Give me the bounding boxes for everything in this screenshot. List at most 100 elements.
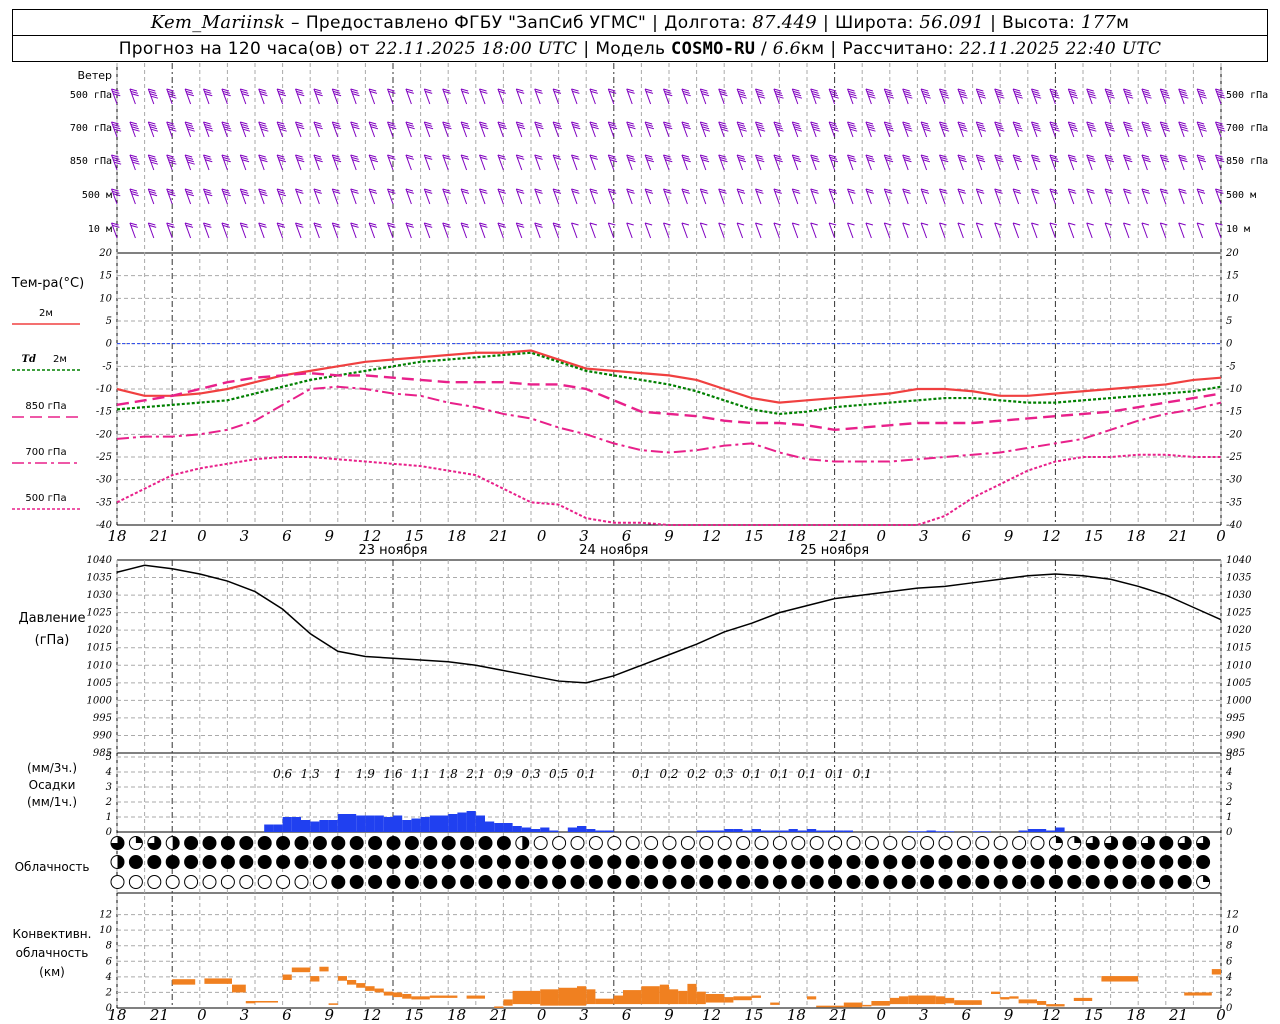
wind-barb-flag (736, 154, 745, 158)
wind-barb-flag (1106, 93, 1115, 97)
precip-bar (825, 830, 835, 832)
wind-barb-flag (958, 90, 966, 94)
wind-barb-flag (1142, 90, 1150, 94)
wind-barb-flag (333, 159, 342, 163)
wind-barb-flag (425, 126, 434, 130)
wind-barb-flag (388, 123, 396, 127)
time-tick-label-bottom: 0 (197, 1006, 207, 1024)
time-tick-label-bottom: 21 (828, 1006, 848, 1024)
wind-barb-flag (313, 88, 322, 92)
wind-barb-flag (1123, 154, 1131, 158)
wind-barb (479, 121, 486, 138)
wind-barb-flag (516, 188, 524, 192)
cloud-symbol (386, 836, 401, 850)
precip-bar (843, 830, 853, 832)
wind-barb-flag (681, 154, 690, 158)
wind-barb-flag (497, 154, 506, 158)
wind-barb-flag (332, 121, 340, 125)
time-tick-label: 12 (362, 527, 381, 545)
cloud-symbol (938, 855, 953, 869)
wind-barb-flag (957, 121, 966, 125)
wind-barb-flag (114, 161, 122, 165)
wind-barb-flag (663, 188, 671, 192)
wind-barb (1196, 222, 1204, 239)
conv-cloud-bar (678, 990, 688, 1005)
wind-barb (1178, 188, 1185, 205)
wind-barb-flag (389, 126, 397, 130)
wind-level-label-right: 700 гПа (1226, 123, 1268, 134)
temp-tick-label-right: 0 (1226, 339, 1233, 350)
cloud-symbol (607, 875, 622, 889)
cloud-symbol (441, 855, 456, 869)
cloud-symbol-fill (1055, 836, 1063, 843)
wind-barb-flag (552, 154, 561, 158)
cloud-symbol (404, 875, 419, 889)
wind-barb-flag (1143, 159, 1151, 163)
wind-barb-flag (350, 222, 358, 226)
wind-barb-flag (368, 121, 377, 125)
precip-bar (604, 830, 614, 832)
wind-barb-flag (1160, 88, 1168, 92)
wind-barb-flag (571, 121, 579, 125)
model-name: COSMO-RU (671, 38, 756, 59)
cloud-symbol (1104, 875, 1119, 889)
wind-barb-flag (1104, 222, 1113, 226)
wind-barb-flag (1052, 128, 1060, 132)
wind-barb-flag (479, 88, 487, 92)
wind-barb-flag (905, 95, 913, 99)
temp-series-line (116, 453, 1221, 526)
forecast-label: Прогноз на 120 часа(ов) от (118, 38, 370, 59)
wind-barb (663, 154, 670, 171)
wind-barb-flag (1013, 156, 1022, 160)
wind-barb-flag (297, 93, 305, 97)
cloud-symbol (680, 875, 695, 889)
legend-label: 500 гПа (25, 493, 66, 504)
wind-barb-flag (867, 159, 875, 163)
time-tick-label-bottom: 18 (1127, 1006, 1146, 1024)
conv-cloud-bar (356, 983, 366, 988)
wind-barb-flag (552, 188, 561, 192)
wind-barb-flag (185, 224, 194, 228)
time-tick-label-bottom: 12 (362, 1006, 381, 1024)
cloud-symbol (460, 836, 475, 850)
precip-bar (935, 831, 945, 832)
wind-barb-flag (1197, 123, 1206, 127)
precip-bar (494, 823, 504, 832)
wind-barb-flag (276, 121, 285, 125)
wind-barb-flag (720, 159, 728, 163)
wind-barb-flag (297, 126, 305, 130)
cloud-symbol (644, 836, 659, 850)
precip-tick-label-right: 0 (1226, 827, 1233, 838)
wind-label: Ветер (78, 69, 112, 82)
cloud-symbol (294, 855, 309, 869)
wind-barb (607, 222, 615, 239)
wind-barb-flag (186, 193, 195, 197)
wind-barb-flag (939, 121, 947, 125)
wind-barb-flag (186, 93, 195, 97)
wind-barb (607, 121, 615, 138)
wind-barb (350, 88, 357, 105)
wind-barb-flag (223, 93, 231, 97)
wind-barb (571, 222, 578, 239)
temp-tick-label: -25 (96, 452, 112, 463)
wind-barb (644, 88, 652, 105)
wind-level-label-right: 500 м (1226, 190, 1256, 201)
wind-barb-flag (702, 128, 711, 132)
wind-barb-flag (960, 128, 968, 132)
wind-barb-flag (920, 121, 929, 125)
pressure-tick-label-right: 1030 (1226, 590, 1252, 601)
cloud-symbol (920, 836, 935, 850)
wind-barb-flag (148, 154, 156, 158)
cloud-symbol (883, 836, 898, 850)
wind-barb-flag (976, 88, 984, 92)
precip-bar (797, 830, 807, 832)
wind-barb (442, 154, 449, 171)
wind-barb (1012, 188, 1020, 205)
wind-barb-flag (571, 222, 579, 226)
cloud-symbol (809, 855, 824, 869)
wind-barb (239, 188, 247, 205)
time-tick-label: 18 (107, 527, 126, 545)
wind-barb-flag (479, 121, 487, 125)
time-tick-label-bottom: 12 (1042, 1006, 1061, 1024)
precip-bar (549, 830, 559, 832)
